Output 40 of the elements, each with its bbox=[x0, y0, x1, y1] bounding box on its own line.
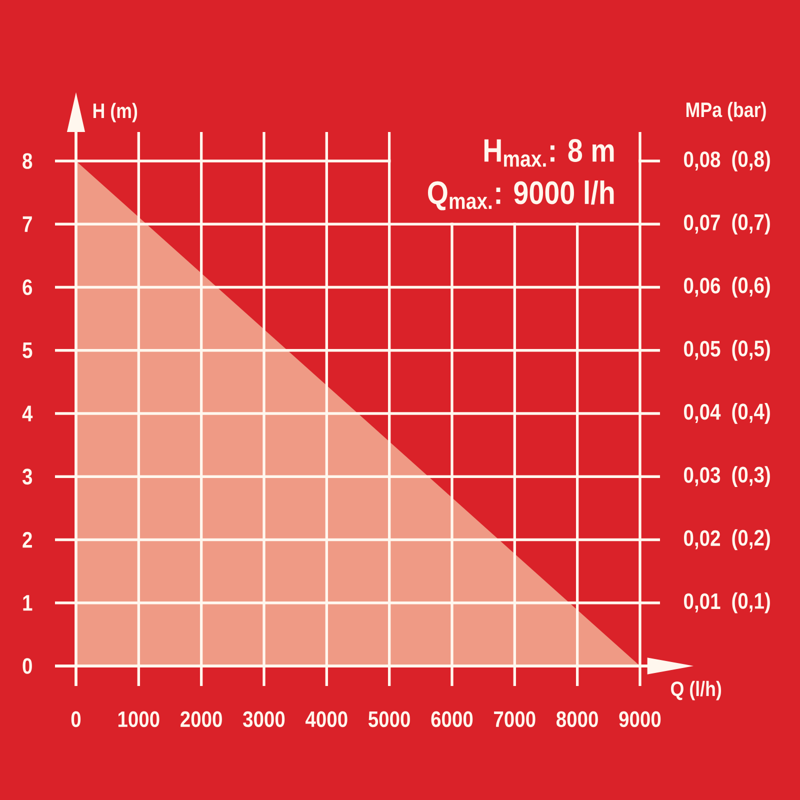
y2-tick-label: 0,01 bbox=[684, 593, 720, 612]
y3-tick-label: (0,2) bbox=[732, 529, 770, 550]
y3-tick-label: (0,6) bbox=[732, 276, 770, 298]
y3-tick-label: (0,8) bbox=[732, 150, 770, 172]
y3-tick-label: (0,1) bbox=[732, 592, 770, 614]
y-tick-label: 7 bbox=[22, 216, 32, 232]
annotation: H$_{max.}$: 8 m bbox=[484, 139, 614, 167]
y2-tick-label: 0,07 bbox=[684, 214, 720, 234]
x-tick-label: 1000 bbox=[118, 711, 160, 728]
x-tick-label: 6000 bbox=[431, 711, 473, 728]
x-tick-label: 4000 bbox=[306, 711, 348, 728]
x-tick-label: 5000 bbox=[368, 711, 410, 728]
x-tick-label: 3000 bbox=[243, 711, 285, 728]
y2-tick-label: 0,03 bbox=[684, 467, 720, 486]
y3-tick-label: (0,3) bbox=[732, 466, 770, 488]
annotation: Q$_{max.}$: 9000 l/h bbox=[428, 180, 614, 210]
y-tick-label: 5 bbox=[22, 342, 32, 358]
y-axis-title: H (m) bbox=[93, 102, 138, 122]
y-tick-label: 4 bbox=[22, 406, 33, 422]
x-axis-title: Q (l/h) bbox=[671, 680, 722, 700]
y3-tick-label: (0,4) bbox=[732, 403, 770, 424]
y3-tick-label: (0,5) bbox=[732, 340, 770, 361]
y-tick-label: 1 bbox=[23, 595, 32, 611]
y-tick-label: 8 bbox=[22, 153, 32, 169]
y2-tick-label: 0,04 bbox=[684, 404, 721, 424]
y2-tick-label: 0,05 bbox=[684, 340, 720, 360]
y2-tick-label: 0,06 bbox=[684, 278, 720, 297]
y2-axis-title: MPa (bar) bbox=[686, 102, 766, 122]
x-tick-label: 0 bbox=[71, 711, 81, 728]
x-tick-label: 9000 bbox=[619, 711, 661, 728]
y-tick-label: 6 bbox=[22, 279, 32, 296]
y2-tick-label: 0,02 bbox=[684, 530, 720, 550]
y3-tick-label: (0,7) bbox=[732, 214, 770, 235]
y-tick-label: 2 bbox=[22, 532, 32, 548]
y-tick-label: 3 bbox=[22, 468, 32, 485]
y2-tick-label: 0,08 bbox=[684, 151, 720, 171]
x-tick-label: 2000 bbox=[180, 711, 222, 728]
x-tick-label: 8000 bbox=[556, 711, 598, 728]
x-tick-label: 7000 bbox=[494, 711, 536, 728]
y-tick-label: 0 bbox=[22, 658, 32, 674]
